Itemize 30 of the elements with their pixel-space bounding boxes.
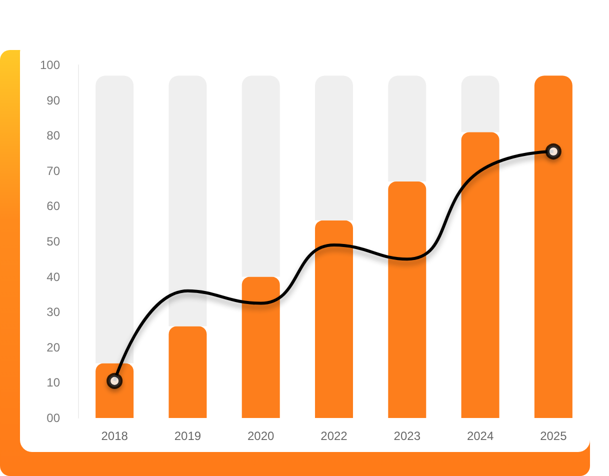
y-tick-label: 00 bbox=[46, 411, 60, 425]
bar bbox=[168, 326, 207, 418]
y-tick-label: 10 bbox=[46, 376, 60, 390]
bar bbox=[242, 76, 280, 277]
bar bbox=[96, 76, 134, 364]
bar bbox=[315, 76, 353, 220]
x-tick-label: 2018 bbox=[101, 429, 128, 443]
x-tick-label: 2024 bbox=[466, 429, 494, 443]
x-tick-label: 2020 bbox=[248, 429, 275, 443]
y-tick-label: 20 bbox=[46, 340, 60, 354]
y-tick-label: 40 bbox=[46, 270, 60, 284]
bar bbox=[242, 276, 280, 418]
bar bbox=[534, 76, 572, 418]
y-tick-label: 70 bbox=[46, 164, 60, 178]
y-tick-label: 100 bbox=[40, 58, 60, 72]
x-tick-label: 2023 bbox=[394, 429, 421, 443]
y-tick-label: 30 bbox=[46, 305, 60, 320]
x-tick-label: 2019 bbox=[174, 429, 202, 443]
bar bbox=[388, 76, 426, 182]
bar bbox=[168, 76, 207, 326]
y-tick-label: 60 bbox=[46, 199, 60, 214]
bar bbox=[315, 220, 353, 418]
bar bbox=[461, 76, 500, 132]
x-tick-label: 2025 bbox=[540, 429, 568, 443]
y-tick-label: 80 bbox=[46, 128, 60, 143]
bar bbox=[388, 181, 426, 418]
bar bbox=[461, 132, 500, 418]
y-tick-label: 90 bbox=[46, 93, 60, 108]
y-tick-label: 50 bbox=[46, 234, 60, 248]
x-tick-label: 2022 bbox=[320, 429, 348, 443]
